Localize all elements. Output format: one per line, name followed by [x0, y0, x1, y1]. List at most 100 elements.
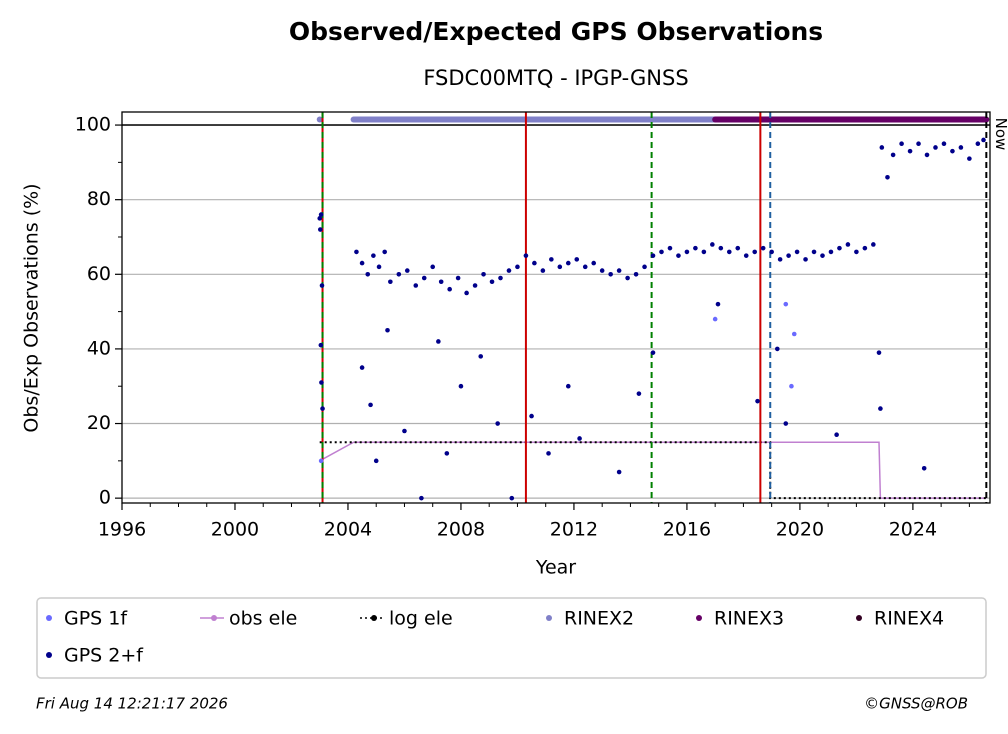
- data-point: [933, 145, 938, 150]
- data-point: [769, 249, 774, 255]
- data-point: [701, 249, 707, 255]
- legend-label: RINEX3: [714, 608, 784, 630]
- x-tick-label: 2008: [437, 519, 485, 541]
- data-point: [419, 495, 424, 501]
- plot-frame: [121, 111, 991, 504]
- legend-label: RINEX4: [874, 608, 944, 630]
- data-point: [890, 152, 896, 158]
- data-point: [876, 350, 882, 355]
- y-tick-label: 20: [87, 412, 111, 434]
- data-point: [320, 406, 325, 411]
- data-point: [472, 283, 478, 288]
- data-point: [447, 286, 452, 292]
- data-point: [735, 245, 741, 251]
- data-point: [783, 421, 789, 426]
- y-tick-label: 80: [87, 188, 111, 210]
- data-point: [752, 249, 758, 255]
- data-point: [667, 245, 673, 251]
- data-point: [376, 264, 382, 270]
- data-point: [718, 245, 724, 251]
- data-point: [565, 260, 571, 266]
- data-point: [981, 137, 986, 143]
- data-point: [540, 268, 546, 273]
- data-point: [616, 469, 622, 475]
- data-point: [532, 260, 537, 266]
- data-point: [862, 245, 868, 251]
- footer-credit: ©GNSS@ROB: [864, 695, 968, 713]
- data-point: [794, 249, 800, 255]
- data-point: [371, 253, 376, 258]
- data-point: [382, 249, 387, 255]
- data-point: [430, 264, 436, 270]
- data-point: [789, 383, 794, 389]
- data-point: [924, 152, 930, 158]
- data-point: [899, 141, 904, 147]
- data-point: [791, 331, 797, 337]
- footer-date: Fri Aug 14 12:21:17 2026: [36, 695, 228, 713]
- data-point: [907, 148, 913, 154]
- data-point: [616, 268, 622, 273]
- data-point: [478, 354, 484, 359]
- data-point: [921, 466, 927, 471]
- data-point: [515, 264, 520, 270]
- data-point: [958, 145, 964, 150]
- y-tick-label: 60: [87, 263, 111, 285]
- data-point: [455, 275, 461, 281]
- data-point: [803, 257, 808, 262]
- data-point: [529, 413, 534, 419]
- data-point: [359, 365, 365, 370]
- data-point: [495, 421, 500, 426]
- series-line: [319, 441, 987, 499]
- data-point: [373, 458, 379, 464]
- y-tick-label: 100: [75, 114, 111, 136]
- data-point: [975, 141, 981, 147]
- data-point: [498, 275, 503, 281]
- legend-label: GPS 1f: [64, 608, 128, 630]
- data-point: [402, 428, 407, 434]
- data-point: [659, 249, 664, 255]
- data-point: [693, 245, 698, 251]
- data-point: [574, 257, 580, 262]
- data-point: [712, 316, 718, 322]
- data-point: [354, 249, 359, 255]
- chart-subtitle: FSDC00MTQ - IPGP-GNSS: [423, 66, 688, 90]
- data-point: [319, 283, 325, 288]
- y-tick-label: 0: [99, 487, 111, 509]
- legend-box: [36, 597, 987, 679]
- x-tick-label: 2012: [550, 519, 598, 541]
- annotation: Now: [992, 118, 1008, 151]
- data-point: [967, 156, 972, 161]
- y-tick-label: 40: [87, 337, 111, 359]
- data-point: [777, 257, 783, 262]
- legend-marker: [371, 615, 377, 621]
- data-point: [834, 432, 839, 438]
- data-point: [642, 264, 647, 270]
- data-point: [878, 406, 883, 411]
- legend-marker: [46, 615, 52, 621]
- data-point: [565, 383, 571, 389]
- legend-label: RINEX2: [564, 608, 634, 630]
- data-point: [783, 301, 789, 307]
- x-tick-label: 2024: [889, 519, 937, 541]
- data-point: [608, 271, 613, 277]
- data-point: [421, 275, 427, 281]
- data-point: [368, 402, 373, 408]
- data-point: [557, 264, 563, 270]
- data-point: [786, 253, 791, 258]
- x-tick-label: 2004: [324, 519, 372, 541]
- data-point: [811, 249, 817, 255]
- data-point: [941, 141, 947, 147]
- legend-label: obs ele: [229, 608, 297, 630]
- legend-marker: [546, 615, 552, 621]
- data-point: [837, 245, 842, 251]
- data-point: [879, 145, 885, 150]
- data-point: [549, 257, 554, 262]
- data-point: [577, 436, 582, 441]
- data-point: [318, 212, 324, 217]
- x-tick-label: 2000: [211, 519, 259, 541]
- data-point: [438, 279, 444, 285]
- data-point: [444, 451, 450, 456]
- y-axis-label: Obs/Exp Observations (%): [21, 183, 43, 432]
- data-point: [413, 283, 419, 288]
